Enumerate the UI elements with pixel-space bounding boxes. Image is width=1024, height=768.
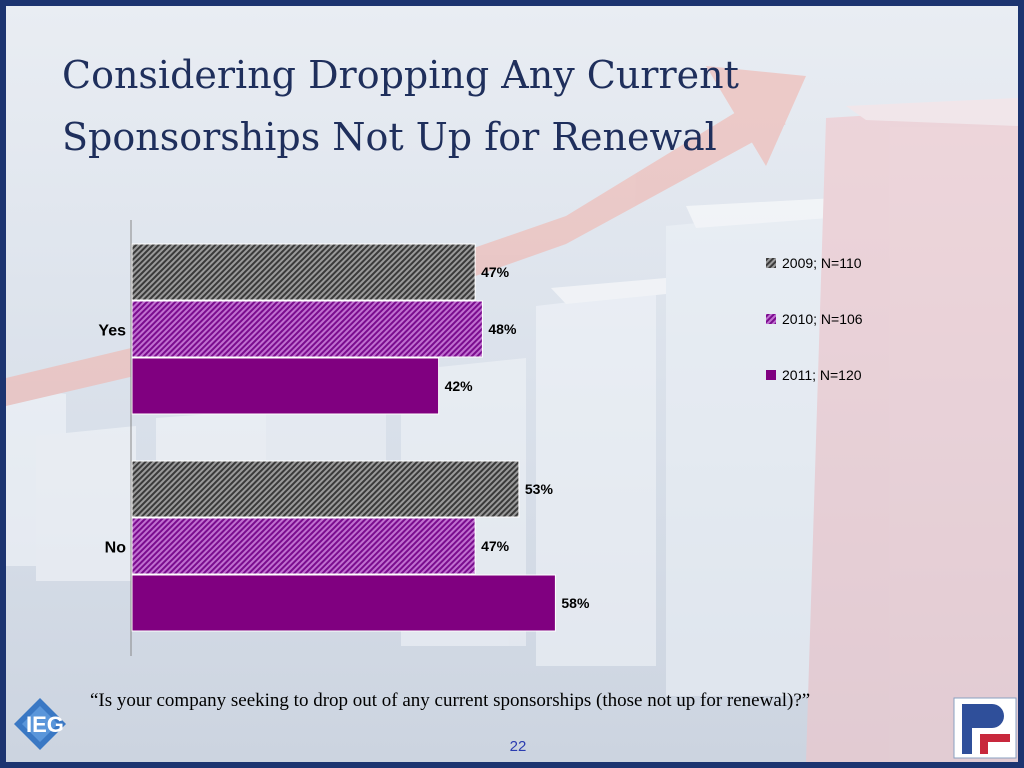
pf-logo: PF bbox=[953, 697, 1017, 759]
ieg-logo-text: IEG bbox=[26, 712, 64, 737]
bar-chart: 47% 48% 42% 53% 47% 58% Yes No 2009; N=110 2010… bbox=[98, 220, 863, 656]
bar-yes-2011 bbox=[131, 357, 440, 415]
category-label-yes: Yes bbox=[98, 323, 126, 340]
legend-label-2010: 2010; N=106 bbox=[782, 311, 863, 327]
data-label-yes-2011: 42% bbox=[445, 378, 474, 394]
data-label-no-2011: 58% bbox=[561, 595, 590, 611]
category-label-no: No bbox=[105, 540, 127, 557]
page-number: 22 bbox=[509, 738, 527, 755]
bar-yes-2009 bbox=[131, 243, 476, 301]
legend-swatch-2009 bbox=[766, 258, 776, 268]
pf-logo-text: PF bbox=[985, 756, 987, 758]
survey-question: “Is your company seeking to drop out of … bbox=[90, 690, 811, 711]
data-label-no-2010: 47% bbox=[481, 538, 510, 554]
data-label-yes-2010: 48% bbox=[488, 321, 517, 337]
legend-swatch-2011 bbox=[766, 370, 776, 380]
data-label-no-2009: 53% bbox=[525, 481, 554, 497]
slide-title: Considering Dropping Any Current Sponsor… bbox=[62, 53, 739, 159]
bar-no-2010 bbox=[131, 517, 476, 575]
data-label-yes-2009: 47% bbox=[481, 264, 510, 280]
legend-label-2009: 2009; N=110 bbox=[782, 255, 862, 271]
bar-yes-2010 bbox=[131, 300, 483, 358]
legend-label-2011: 2011; N=120 bbox=[782, 367, 862, 383]
legend: 2009; N=110 2010; N=106 2011; N=120 bbox=[766, 255, 863, 383]
legend-swatch-2010 bbox=[766, 314, 776, 324]
slide: Considering Dropping Any Current Sponsor… bbox=[6, 6, 1018, 762]
bar-no-2011 bbox=[131, 574, 556, 632]
ieg-logo: IEG bbox=[14, 698, 66, 750]
bar-no-2009 bbox=[131, 460, 520, 518]
